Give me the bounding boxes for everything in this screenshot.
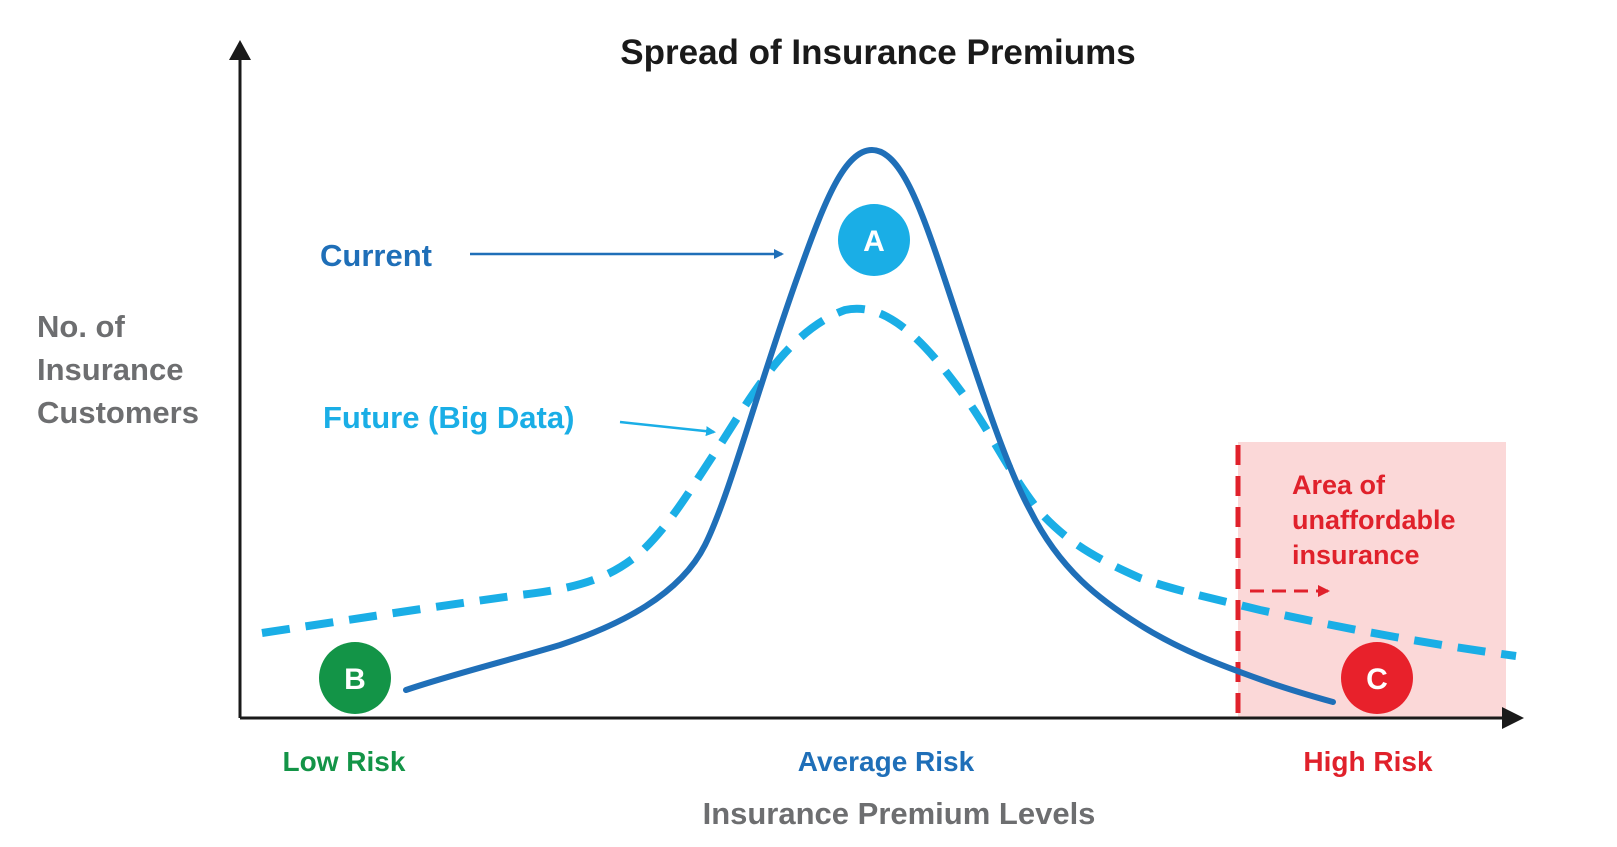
y-axis-arrowhead bbox=[229, 40, 251, 60]
x-tick-high-risk: High Risk bbox=[1303, 746, 1433, 777]
marker-b-letter: B bbox=[344, 663, 366, 696]
marker-b-circle bbox=[319, 642, 391, 714]
future-curve bbox=[261, 304, 1517, 660]
marker-c-circle bbox=[1341, 642, 1413, 714]
y-axis-label-line-1: No. of bbox=[37, 309, 125, 344]
chart-title: Spread of Insurance Premiums bbox=[620, 33, 1135, 72]
x-tick-low-risk: Low Risk bbox=[283, 746, 406, 777]
y-axis-label-line-3: Customers bbox=[37, 395, 199, 430]
marker-c-letter: C bbox=[1366, 663, 1388, 696]
x-tick-average-risk: Average Risk bbox=[798, 746, 975, 777]
x-axis-label: Insurance Premium Levels bbox=[703, 796, 1096, 831]
current-series-label: Current bbox=[320, 238, 432, 273]
marker-a-circle bbox=[838, 204, 910, 276]
future-series-label: Future (Big Data) bbox=[323, 400, 574, 435]
marker-b: B bbox=[319, 642, 391, 714]
x-axis-arrowhead bbox=[1502, 707, 1524, 729]
y-axis-label-line-2: Insurance bbox=[37, 352, 183, 387]
future-pointer-arrow bbox=[619, 420, 716, 437]
unaffordable-area-label-line-2: unaffordable bbox=[1292, 505, 1456, 535]
unaffordable-area-label-line-3: insurance bbox=[1292, 540, 1420, 570]
current-curve bbox=[403, 146, 1336, 705]
unaffordable-area-label-line-1: Area of bbox=[1292, 470, 1386, 500]
marker-a: A bbox=[838, 204, 910, 276]
marker-a-letter: A bbox=[863, 225, 885, 258]
marker-c: C bbox=[1341, 642, 1413, 714]
